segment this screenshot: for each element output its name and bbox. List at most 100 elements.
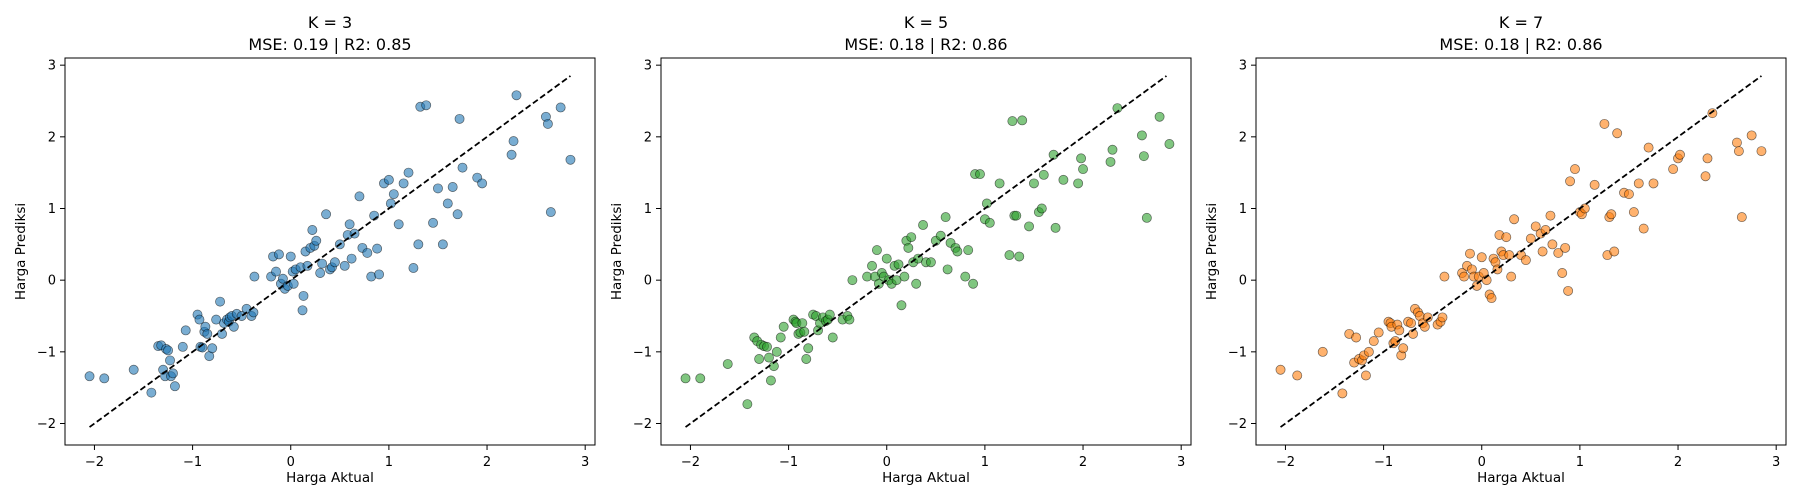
data-point: [215, 296, 226, 307]
data-point: [1501, 232, 1512, 243]
data-point: [1014, 251, 1025, 262]
data-point: [297, 305, 308, 316]
data-point: [413, 239, 424, 250]
data-point: [1351, 332, 1362, 343]
data-point: [1029, 178, 1039, 189]
data-point: [565, 154, 576, 165]
data-point: [1563, 285, 1574, 296]
data-point: [339, 260, 350, 271]
chart-title: K = 7: [1499, 13, 1543, 32]
y-tick-label: −2: [633, 417, 652, 432]
data-point: [1422, 312, 1433, 323]
plot-frame: [660, 57, 1192, 446]
data-point: [896, 300, 907, 311]
y-tick-label: 1: [644, 202, 652, 217]
data-point: [1638, 223, 1649, 234]
data-point: [128, 364, 139, 375]
y-tick-label: −1: [633, 345, 652, 360]
x-tick-label: 0: [1478, 455, 1486, 470]
data-point: [1599, 118, 1610, 129]
data-point: [452, 209, 463, 220]
data-point: [1506, 271, 1517, 282]
data-point: [1292, 370, 1303, 381]
data-point: [881, 253, 892, 264]
data-point: [1058, 174, 1069, 185]
data-point: [893, 259, 904, 270]
data-point: [1394, 325, 1405, 336]
data-point: [457, 162, 468, 173]
data-point: [803, 343, 814, 354]
chart-subtitle: MSE: 0.18 | R2: 0.86: [1439, 35, 1602, 54]
data-point: [695, 373, 706, 384]
chart-title: K = 3: [308, 13, 352, 32]
data-point: [383, 174, 394, 185]
data-point: [84, 371, 95, 382]
data-point: [271, 266, 281, 277]
data-point: [1317, 346, 1328, 357]
data-point: [952, 246, 963, 257]
data-point: [1648, 178, 1659, 189]
chart-subtitle: MSE: 0.19 | R2: 0.85: [248, 35, 411, 54]
data-point: [447, 182, 458, 192]
data-point: [1076, 153, 1087, 164]
x-tick-label: −1: [779, 455, 798, 470]
reference-line: [89, 75, 571, 428]
data-point: [801, 354, 812, 364]
data-point: [1537, 246, 1548, 257]
data-point: [165, 355, 175, 366]
data-point: [1136, 130, 1147, 141]
data-point: [1509, 214, 1520, 225]
data-point: [477, 178, 488, 189]
data-point: [311, 235, 322, 246]
y-tick-label: −2: [37, 417, 56, 432]
data-point: [1050, 222, 1061, 233]
chart-panel-2: K = 5 MSE: 0.18 | R2: 0.86 −2 −1 0 1 2 3 −2 −1 0 1 2…: [609, 13, 1192, 486]
y-tick-label: −2: [1228, 417, 1247, 432]
data-point: [1624, 189, 1634, 200]
data-point: [1017, 115, 1028, 126]
y-tick-label: −1: [37, 345, 56, 360]
data-point: [1465, 248, 1475, 259]
x-tick-label: −1: [183, 455, 202, 470]
data-point: [454, 113, 465, 124]
data-point: [1504, 250, 1515, 261]
y-tick-label: 3: [644, 59, 652, 74]
y-tick-label: 2: [644, 130, 652, 145]
y-tick-label: 2: [48, 130, 56, 145]
data-point: [867, 260, 877, 271]
data-point: [925, 257, 936, 268]
data-point: [1486, 293, 1497, 304]
data-point: [288, 278, 299, 289]
data-point: [1141, 212, 1152, 223]
data-point: [362, 247, 373, 258]
data-point: [1373, 327, 1384, 338]
x-axis-label: Harga Aktual: [286, 470, 374, 486]
data-point: [1545, 210, 1556, 221]
data-point: [393, 219, 404, 230]
data-point: [302, 260, 313, 271]
data-point: [1736, 212, 1747, 223]
data-point: [1036, 203, 1047, 214]
data-point: [408, 263, 419, 273]
data-point: [960, 271, 971, 282]
x-tick-label: 2: [1674, 455, 1682, 470]
data-point: [1560, 242, 1571, 253]
data-point: [1275, 364, 1286, 375]
x-tick-label: 0: [287, 455, 295, 470]
data-point: [742, 399, 753, 410]
data-point: [942, 264, 953, 275]
y-axis-label: Harga Prediksi: [609, 203, 625, 300]
data-point: [906, 232, 917, 243]
x-tick-label: 3: [1177, 455, 1185, 470]
data-point: [754, 354, 765, 364]
data-point: [771, 346, 782, 357]
data-point: [1439, 271, 1450, 282]
data-point: [765, 375, 776, 386]
data-point: [442, 198, 453, 209]
data-point: [1520, 255, 1531, 266]
data-point: [680, 373, 691, 384]
data-point: [421, 100, 432, 111]
data-point: [1570, 164, 1580, 175]
y-axis-label: Harga Prediksi: [13, 203, 29, 300]
data-point: [1530, 221, 1541, 232]
